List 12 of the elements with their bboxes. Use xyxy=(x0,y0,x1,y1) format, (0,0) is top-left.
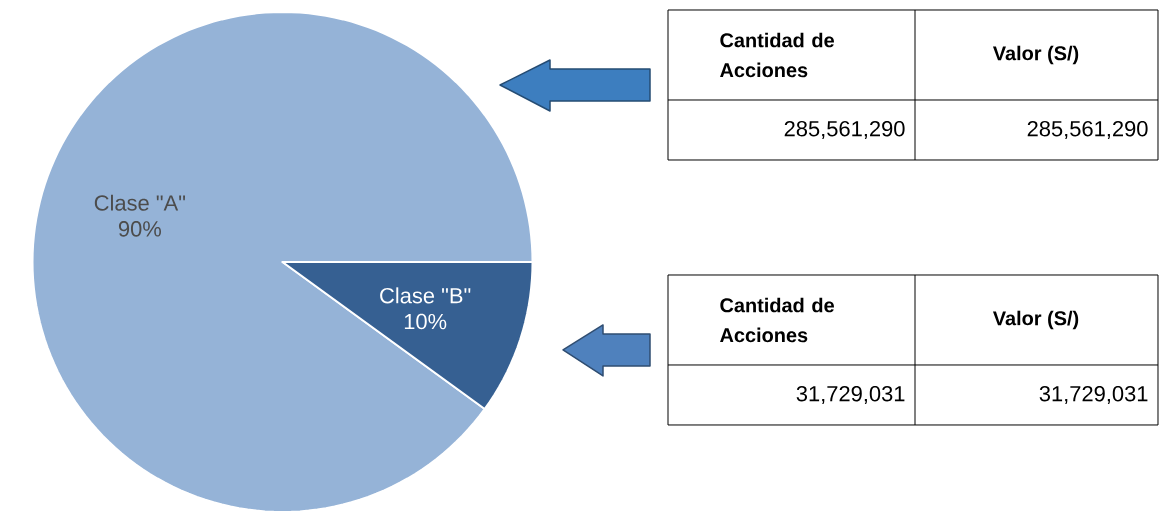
text: 31,729,031 xyxy=(796,385,905,405)
text: Cantidad de Acciones xyxy=(720,32,834,78)
text: Valor (S/) xyxy=(992,310,1079,330)
data-label: 10% xyxy=(404,313,447,330)
data-label: 90% xyxy=(118,221,161,237)
text: Valor (S/) xyxy=(992,45,1079,65)
text: Cantidad de Acciones xyxy=(720,297,834,343)
slice-label: Clase "A" xyxy=(94,194,186,211)
slice-label: Clase "B" xyxy=(380,287,471,304)
text: 285,561,290 xyxy=(784,120,905,140)
text: 285,561,290 xyxy=(1027,120,1148,140)
text: 31,729,031 xyxy=(1039,385,1148,405)
